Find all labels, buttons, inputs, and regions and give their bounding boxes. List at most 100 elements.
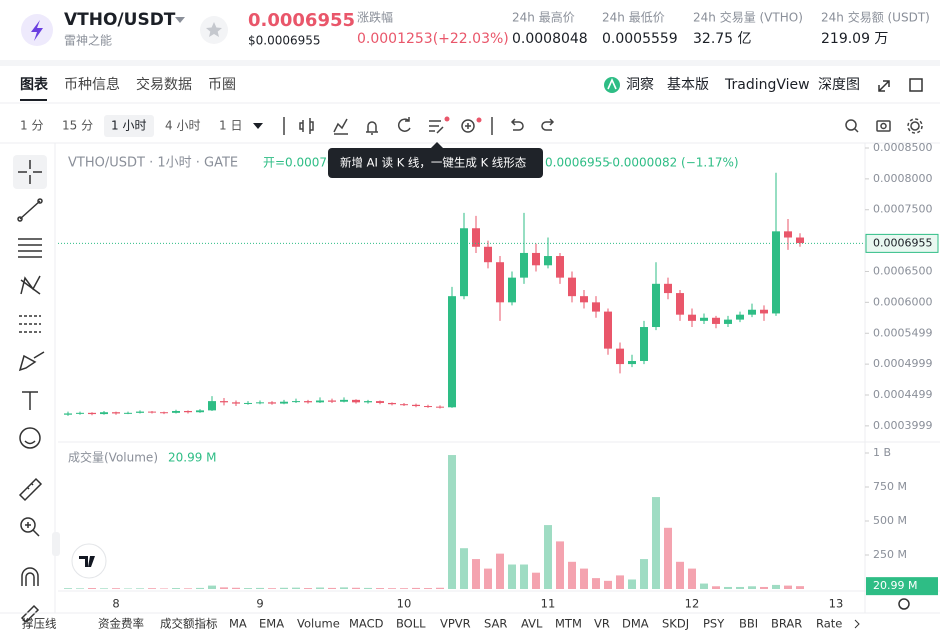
indicator[interactable]: Rate [816,617,842,631]
tab[interactable]: 币种信息 [64,76,120,93]
settings-button[interactable] [910,121,920,131]
magnet-tool[interactable] [21,567,39,586]
indicator[interactable]: DMA [622,617,649,631]
indicator[interactable]: MTM [555,617,582,631]
collapse-tools[interactable] [52,532,60,556]
interval[interactable]: 1 小时 [111,119,146,133]
volume-bar [112,588,120,589]
candle-body [784,231,792,238]
indicator[interactable]: SKDJ [662,617,689,631]
volume-bar [160,588,168,589]
volume-bar [196,587,204,589]
indicator[interactable]: BBI [739,617,758,631]
indicator[interactable]: EMA [259,617,284,631]
favorite-star [206,22,222,37]
screenshot-button[interactable] [876,120,891,132]
indicator[interactable]: 成交额指标 [160,617,218,631]
tv-logo [79,556,95,567]
last-price: 0.0006955 [248,10,355,31]
channel-tool[interactable] [18,238,42,258]
tab[interactable]: 交易数据 [136,76,192,93]
candle-body [748,309,756,315]
zoom-tool[interactable] [20,517,36,533]
candle-body [676,293,684,315]
tv-badge[interactable] [71,543,107,579]
toolbar-icons [283,117,923,135]
indicator[interactable]: SAR [484,617,507,631]
indicator[interactable]: 撑压线 [22,617,57,631]
candle-body [208,401,216,411]
brush-tool[interactable] [18,351,45,372]
trend-line-tool[interactable] [19,200,41,220]
candle-type-button[interactable] [299,118,314,134]
ruler-tool[interactable] [18,477,43,502]
indicator[interactable]: BOLL [396,617,426,631]
indicator[interactable]: AVL [521,617,543,631]
ai-kline-button[interactable] [429,120,444,134]
fullscreen-button[interactable] [878,80,890,92]
symbol-dropdown[interactable] [175,17,185,23]
stat-value: 0.0005559 [602,31,678,47]
volume-bar [736,586,744,589]
axis-settings[interactable] [898,598,910,610]
candle-body [772,231,780,314]
redo-button[interactable] [541,118,555,131]
crosshair-tool[interactable] [18,160,42,184]
indicator[interactable]: Volume [297,617,340,631]
fib-tool[interactable] [19,315,41,333]
symbol[interactable]: VTHO/USDT [64,10,176,30]
text-tool[interactable] [22,391,38,410]
pattern-tool[interactable] [20,275,41,295]
candle-body [736,314,744,320]
coin-logo-bolt [31,20,43,41]
candle-body [460,228,468,297]
candle-body [112,412,120,414]
interval[interactable]: 1 日 [219,119,242,133]
volume-bar [448,455,456,589]
new-badge [476,117,482,123]
volume-bar [76,588,84,589]
indicator-button[interactable] [333,118,348,135]
indicator[interactable]: MA [229,617,247,631]
replay-button[interactable] [397,117,411,132]
candle-body [328,400,336,402]
indicator[interactable]: VR [594,617,610,631]
volume-bar [628,579,636,589]
add-button[interactable] [461,119,475,133]
volume-bar [400,588,408,589]
volume-bar [208,585,216,589]
lock-tool[interactable] [20,604,40,624]
interval-dropdown[interactable] [253,123,263,129]
undo-button[interactable] [510,118,524,131]
indicator[interactable]: MACD [349,617,384,631]
volume-tick-label: 250 M [873,548,907,561]
interval[interactable]: 4 小时 [165,119,200,133]
volume-bar [292,587,300,589]
indicators-more[interactable] [854,619,860,629]
insight-icon [604,77,620,93]
view-option[interactable]: TradingView [724,77,810,93]
view-option[interactable]: 基本版 [667,76,709,93]
indicator[interactable]: BRAR [771,617,802,631]
drawing-tools [17,160,45,624]
alert-button[interactable] [366,121,378,135]
indicator[interactable]: VPVR [440,617,471,631]
coin-name: 雷神之能 [64,34,112,48]
emoji-tool[interactable] [19,427,41,449]
candle-body [136,411,144,413]
indicator[interactable]: PSY [703,617,725,631]
candle-body [364,401,372,403]
interval[interactable]: 15 分 [62,119,93,133]
window-button[interactable] [909,78,923,92]
candle-body [532,252,540,266]
view-option[interactable]: 深度图 [818,77,860,93]
candle-body [628,360,636,365]
interval[interactable]: 1 分 [20,119,43,133]
new-badge [444,116,450,122]
indicator[interactable]: 资金费率 [98,617,144,631]
view-option[interactable]: 洞察 [626,76,654,93]
tab[interactable]: 图表 [20,76,49,93]
tab[interactable]: 币圈 [208,77,236,93]
search-button[interactable] [845,119,857,131]
